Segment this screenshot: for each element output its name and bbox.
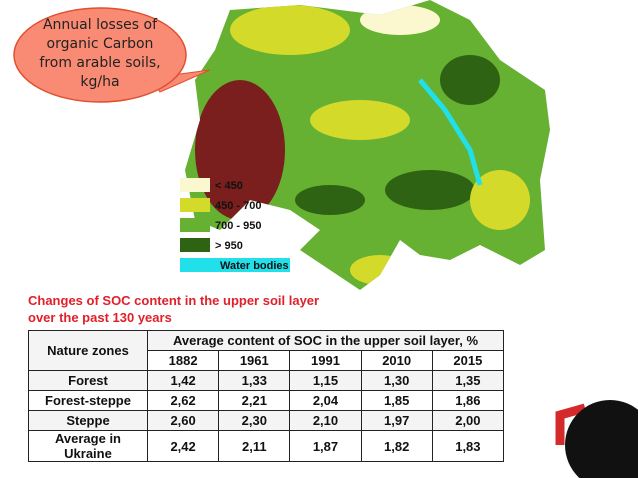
soc-value: 2,60 — [146, 410, 220, 431]
data-row: Forest-steppe 2,62 2,21 2,04 1,85 1,86 — [28, 390, 505, 411]
zone-header: Nature zones — [28, 330, 148, 371]
soc-value: 2,10 — [289, 410, 362, 431]
legend-swatch — [180, 238, 210, 252]
legend-swatch — [180, 178, 210, 192]
soc-value: 2,11 — [218, 430, 291, 462]
legend-swatch — [180, 198, 210, 212]
zone-name: Forest — [28, 370, 148, 391]
decor — [555, 403, 587, 445]
header-row: Nature zones Average content of SOC in th… — [28, 330, 504, 371]
legend-label: < 450 — [215, 180, 243, 192]
soc-value: 1,35 — [431, 370, 505, 391]
year-header: 1961 — [218, 350, 291, 371]
soc-value: 1,86 — [431, 390, 505, 411]
year-header: 1991 — [289, 350, 362, 371]
callout-text: Annual losses of organic Carbon from ara… — [39, 17, 161, 90]
soc-value: 2,04 — [289, 390, 362, 411]
soc-value: 1,97 — [360, 410, 433, 431]
year-header: 2015 — [431, 350, 505, 371]
soc-value: 1,85 — [360, 390, 433, 411]
soc-value: 2,00 — [431, 410, 505, 431]
soc-value: 2,30 — [218, 410, 291, 431]
legend-swatch — [180, 258, 290, 272]
legend: < 450 450 - 700 700 - 950 > 950 Water bodies — [180, 178, 290, 272]
caption: Changes of SOC content in the upper soil… — [28, 293, 320, 325]
legend-swatch — [180, 218, 210, 232]
year-header: 1882 — [146, 350, 220, 371]
soc-value: 2,21 — [218, 390, 291, 411]
legend-label: > 950 — [215, 240, 243, 252]
soc-table: Nature zones Average content of SOC in th… — [28, 330, 505, 462]
soc-value: 1,33 — [218, 370, 291, 391]
soc-value: 1,42 — [146, 370, 220, 391]
soc-value: 1,30 — [360, 370, 433, 391]
soc-value: 1,83 — [431, 430, 505, 462]
data-row: Steppe 2,60 2,30 2,10 1,97 2,00 — [28, 410, 505, 431]
soc-value: 1,87 — [289, 430, 362, 462]
zone-name: Forest-steppe — [28, 390, 148, 411]
legend-label: Water bodies — [220, 260, 289, 272]
data-row: Forest 1,42 1,33 1,15 1,30 1,35 — [28, 370, 505, 391]
callout-bubble — [13, 7, 187, 103]
legend-label: 700 - 950 — [215, 220, 261, 232]
decor-blob — [565, 400, 638, 478]
zone-name: Steppe — [28, 410, 148, 431]
soc-value: 2,62 — [146, 390, 220, 411]
data-row: Average in Ukraine 2,42 2,11 1,87 1,82 1,83 — [28, 430, 505, 462]
zone-name: Average in Ukraine — [28, 430, 148, 462]
soc-value: 2,42 — [146, 430, 220, 462]
soc-value: 1,82 — [360, 430, 433, 462]
group-header: Average content of SOC in the upper soil… — [147, 330, 504, 351]
legend-label: 450 - 700 — [215, 200, 261, 212]
soc-value: 1,15 — [289, 370, 362, 391]
year-row: 1882 1961 1991 2010 2015 — [29, 350, 505, 371]
year-header: 2010 — [360, 350, 433, 371]
